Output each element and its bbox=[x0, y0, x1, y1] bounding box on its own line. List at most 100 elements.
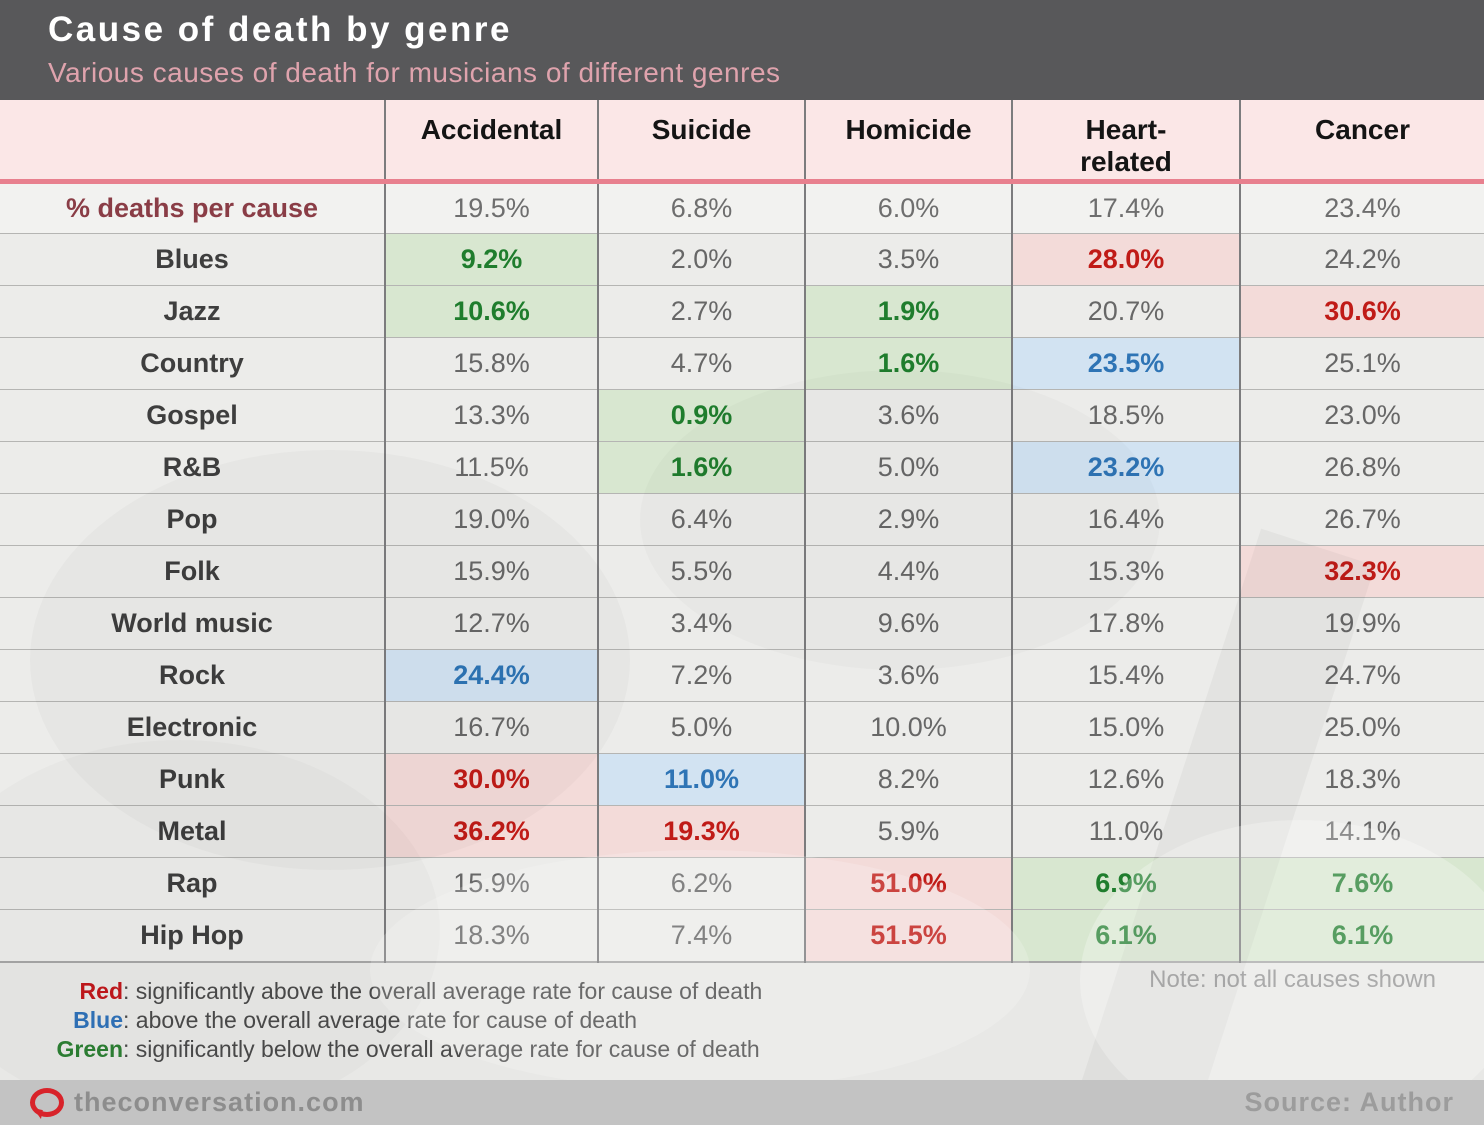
avg-row: % deaths per cause 19.5% 6.8% 6.0% 17.4% 23.4… bbox=[0, 181, 1484, 234]
value-cell-red: 30.6% bbox=[1239, 285, 1484, 338]
table-row: Folk 15.9% 5.5% 4.4% 15.3% 32.3% bbox=[0, 545, 1484, 598]
value-cell-green: 9.2% bbox=[384, 233, 598, 286]
table-row: R&B 11.5% 1.6% 5.0% 23.2% 26.8% bbox=[0, 441, 1484, 494]
value-cell: 11.0% bbox=[1011, 805, 1240, 858]
table-row: Electronic 16.7% 5.0% 10.0% 15.0% 25.0% bbox=[0, 701, 1484, 754]
value-cell: 8.2% bbox=[804, 753, 1012, 806]
value-cell: 16.4% bbox=[1011, 493, 1240, 546]
value-cell: 5.0% bbox=[597, 701, 805, 754]
value-cell-red: 32.3% bbox=[1239, 545, 1484, 598]
genre-label: Pop bbox=[0, 493, 385, 546]
table-row: Hip Hop 18.3% 7.4% 51.5% 6.1% 6.1% bbox=[0, 909, 1484, 962]
table-row: Rock 24.4% 7.2% 3.6% 15.4% 24.7% bbox=[0, 649, 1484, 702]
value-cell-green: 1.6% bbox=[597, 441, 805, 494]
value-cell: 12.6% bbox=[1011, 753, 1240, 806]
value-cell: 14.1% bbox=[1239, 805, 1484, 858]
value-cell: 3.4% bbox=[597, 597, 805, 650]
page-subtitle: Various causes of death for musicians of… bbox=[48, 57, 781, 88]
genre-label: Rock bbox=[0, 649, 385, 702]
value-cell: 5.5% bbox=[597, 545, 805, 598]
column-header-cancer: Cancer bbox=[1239, 100, 1484, 185]
value-cell: 5.9% bbox=[804, 805, 1012, 858]
value-cell: 20.7% bbox=[1011, 285, 1240, 338]
value-cell: 3.5% bbox=[804, 233, 1012, 286]
footer-source: Source: Author bbox=[1244, 1087, 1454, 1117]
value-cell: 16.7% bbox=[384, 701, 598, 754]
value-cell: 11.5% bbox=[384, 441, 598, 494]
legend-term-red: Red bbox=[79, 978, 123, 1004]
value-cell: 6.8% bbox=[597, 181, 805, 234]
value-cell-red: 28.0% bbox=[1011, 233, 1240, 286]
value-cell: 25.1% bbox=[1239, 337, 1484, 390]
cause-of-death-table: Accidental Suicide Homicide Heart- related C… bbox=[0, 100, 1484, 963]
value-cell: 23.0% bbox=[1239, 389, 1484, 442]
value-cell: 4.4% bbox=[804, 545, 1012, 598]
value-cell: 13.3% bbox=[384, 389, 598, 442]
genre-label: R&B bbox=[0, 441, 385, 494]
column-header-accidental: Accidental bbox=[384, 100, 598, 185]
value-cell: 15.0% bbox=[1011, 701, 1240, 754]
value-cell: 25.0% bbox=[1239, 701, 1484, 754]
title-bar: Cause of death by genre Various causes o… bbox=[0, 0, 1484, 100]
value-cell: 6.4% bbox=[597, 493, 805, 546]
value-cell: 4.7% bbox=[597, 337, 805, 390]
footer-brand: theconversation.com bbox=[30, 1087, 365, 1118]
table-row: Country 15.8% 4.7% 1.6% 23.5% 25.1% bbox=[0, 337, 1484, 390]
legend-desc-green: : significantly below the overall averag… bbox=[123, 1036, 760, 1062]
genre-label: Electronic bbox=[0, 701, 385, 754]
value-cell-green: 10.6% bbox=[384, 285, 598, 338]
column-header-heart-related: Heart- related bbox=[1011, 100, 1240, 185]
value-cell-green: 1.6% bbox=[804, 337, 1012, 390]
genre-label: Punk bbox=[0, 753, 385, 806]
page-title: Cause of death by genre bbox=[48, 10, 512, 49]
genre-label: World music bbox=[0, 597, 385, 650]
value-cell: 2.9% bbox=[804, 493, 1012, 546]
footer-site-url: theconversation.com bbox=[74, 1087, 365, 1117]
genre-label: Metal bbox=[0, 805, 385, 858]
table-header-row: Accidental Suicide Homicide Heart- related C… bbox=[0, 100, 1484, 185]
value-cell: 15.9% bbox=[384, 857, 598, 910]
value-cell-red: 51.0% bbox=[804, 857, 1012, 910]
value-cell: 15.9% bbox=[384, 545, 598, 598]
genre-label: Rap bbox=[0, 857, 385, 910]
value-cell: 19.0% bbox=[384, 493, 598, 546]
value-cell: 17.4% bbox=[1011, 181, 1240, 234]
value-cell: 18.5% bbox=[1011, 389, 1240, 442]
value-cell: 26.7% bbox=[1239, 493, 1484, 546]
genre-label: Country bbox=[0, 337, 385, 390]
data-table: Accidental Suicide Homicide Heart- related C… bbox=[0, 100, 1484, 963]
table-row: Pop 19.0% 6.4% 2.9% 16.4% 26.7% bbox=[0, 493, 1484, 546]
table-row: Jazz 10.6% 2.7% 1.9% 20.7% 30.6% bbox=[0, 285, 1484, 338]
value-cell-green: 6.9% bbox=[1011, 857, 1240, 910]
value-cell: 6.0% bbox=[804, 181, 1012, 234]
value-cell-green: 0.9% bbox=[597, 389, 805, 442]
legend-desc-blue: : above the overall average rate for cau… bbox=[123, 1007, 637, 1033]
note-text: Note: not all causes shown bbox=[1149, 966, 1436, 993]
value-cell: 2.0% bbox=[597, 233, 805, 286]
value-cell: 18.3% bbox=[1239, 753, 1484, 806]
value-cell: 23.4% bbox=[1239, 181, 1484, 234]
value-cell-green: 6.1% bbox=[1011, 909, 1240, 962]
value-cell: 15.3% bbox=[1011, 545, 1240, 598]
value-cell: 5.0% bbox=[804, 441, 1012, 494]
value-cell: 18.3% bbox=[384, 909, 598, 962]
value-cell-green: 7.6% bbox=[1239, 857, 1484, 910]
value-cell: 2.7% bbox=[597, 285, 805, 338]
value-cell: 7.4% bbox=[597, 909, 805, 962]
value-cell: 19.9% bbox=[1239, 597, 1484, 650]
header-corner-cell bbox=[0, 100, 385, 185]
table-row: World music 12.7% 3.4% 9.6% 17.8% 19.9% bbox=[0, 597, 1484, 650]
value-cell: 24.2% bbox=[1239, 233, 1484, 286]
table-row: Rap 15.9% 6.2% 51.0% 6.9% 7.6% bbox=[0, 857, 1484, 910]
value-cell-red: 30.0% bbox=[384, 753, 598, 806]
value-cell: 9.6% bbox=[804, 597, 1012, 650]
color-legend: Red: significantly above the overall ave… bbox=[45, 977, 763, 1064]
value-cell: 17.8% bbox=[1011, 597, 1240, 650]
genre-label: Gospel bbox=[0, 389, 385, 442]
value-cell-green: 6.1% bbox=[1239, 909, 1484, 962]
legend-line-blue: Blue: above the overall average rate for… bbox=[45, 1006, 762, 1035]
legend-desc-red: : significantly above the overall averag… bbox=[123, 978, 763, 1004]
avg-row-label: % deaths per cause bbox=[0, 181, 385, 234]
value-cell: 12.7% bbox=[384, 597, 598, 650]
value-cell: 3.6% bbox=[804, 389, 1012, 442]
